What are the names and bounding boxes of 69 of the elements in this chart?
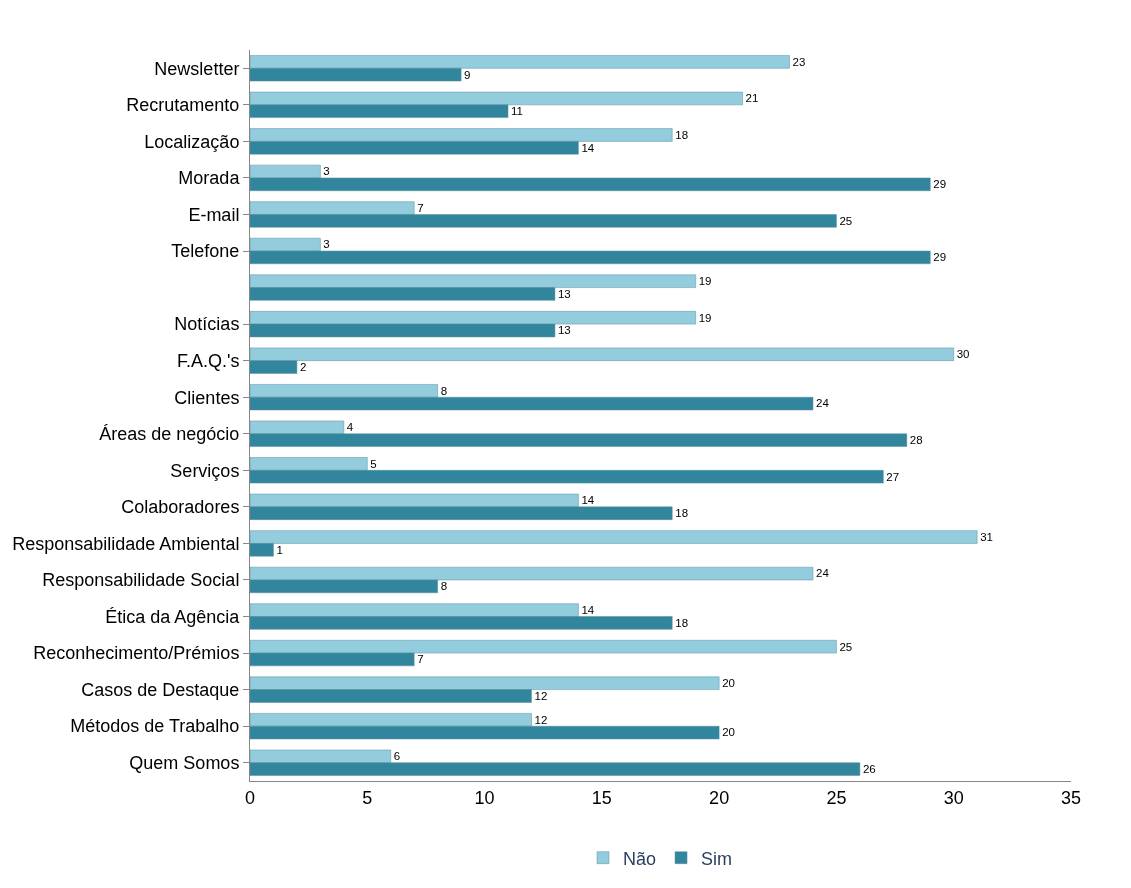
y-tick-label: Colaboradores <box>121 497 240 518</box>
data-label: 8 <box>440 384 448 397</box>
data-label: 8 <box>440 580 448 593</box>
data-label: 2 <box>299 360 307 373</box>
data-label: 20 <box>722 726 735 739</box>
data-label: 29 <box>933 178 947 191</box>
data-label: 13 <box>557 324 571 337</box>
data-label: 9 <box>464 68 471 81</box>
data-label: 6 <box>393 750 401 763</box>
y-tick-label: Newsletter <box>154 58 240 79</box>
data-label: 12 <box>534 713 548 726</box>
data-label: 29 <box>933 251 947 264</box>
y-tick-label: Clientes <box>174 387 240 408</box>
x-tick-label: 5 <box>362 787 373 808</box>
data-label: 3 <box>323 165 330 178</box>
data-label: 4 <box>346 421 354 434</box>
data-label: 19 <box>698 275 712 288</box>
y-tick-label: Reconhecimento/Prémios <box>33 643 240 664</box>
data-label: 14 <box>581 141 595 154</box>
data-label: 20 <box>722 677 735 690</box>
x-tick-label: 15 <box>591 787 612 808</box>
y-tick-label: Recrutamento <box>126 95 240 116</box>
legend-label: Sim <box>701 848 733 869</box>
y-tick-label: Telefone <box>171 241 240 262</box>
data-label: 25 <box>839 640 853 653</box>
y-tick-label: Localização <box>144 131 240 152</box>
data-label: 31 <box>980 530 993 543</box>
data-label: 19 <box>698 311 712 324</box>
x-tick-label: 10 <box>474 787 495 808</box>
data-label: 27 <box>886 470 900 483</box>
data-label: 5 <box>370 457 377 470</box>
data-label: 1 <box>276 543 283 556</box>
x-tick-label: 0 <box>244 787 256 808</box>
legend-label: Não <box>623 848 657 869</box>
data-label: 24 <box>815 397 830 410</box>
data-label: 24 <box>815 567 830 580</box>
y-tick-label: Métodos de Trabalho <box>70 716 240 737</box>
data-label: 14 <box>581 603 595 616</box>
y-tick-label: Casos de Destaque <box>81 679 240 700</box>
data-label: 18 <box>675 616 689 629</box>
data-label: 7 <box>417 201 424 214</box>
data-label: 13 <box>557 287 571 300</box>
data-label: 28 <box>909 434 923 447</box>
y-tick-label: Áreas de negócio <box>99 424 240 445</box>
y-tick-label: Responsabilidade Social <box>42 570 240 591</box>
y-tick-label: Quem Somos <box>129 753 240 774</box>
data-label: 25 <box>839 214 853 227</box>
data-label: 18 <box>675 507 689 520</box>
x-tick-label: 30 <box>943 787 964 808</box>
y-tick-label: E-mail <box>188 204 240 225</box>
y-tick-label: Serviços <box>170 460 240 481</box>
data-label: 26 <box>862 762 876 775</box>
y-tick-label: Notícias <box>174 314 240 335</box>
x-tick-label: 35 <box>1060 787 1082 808</box>
data-label: 3 <box>323 238 330 251</box>
data-label: 12 <box>534 689 548 702</box>
y-tick-label: Ética da Agência <box>105 606 241 627</box>
data-label: 11 <box>511 105 523 118</box>
data-label: 21 <box>745 92 759 105</box>
data-label: 18 <box>675 128 689 141</box>
data-label: 14 <box>581 494 595 507</box>
data-label: 30 <box>956 348 970 361</box>
data-label: 7 <box>417 653 424 666</box>
y-tick-label: Morada <box>178 168 241 189</box>
data-label: 23 <box>792 55 806 68</box>
y-tick-label: F.A.Q.'s <box>176 350 240 371</box>
y-tick-label: Responsabilidade Ambiental <box>12 533 240 554</box>
x-tick-label: 25 <box>826 787 847 808</box>
x-tick-label: 20 <box>709 787 730 808</box>
